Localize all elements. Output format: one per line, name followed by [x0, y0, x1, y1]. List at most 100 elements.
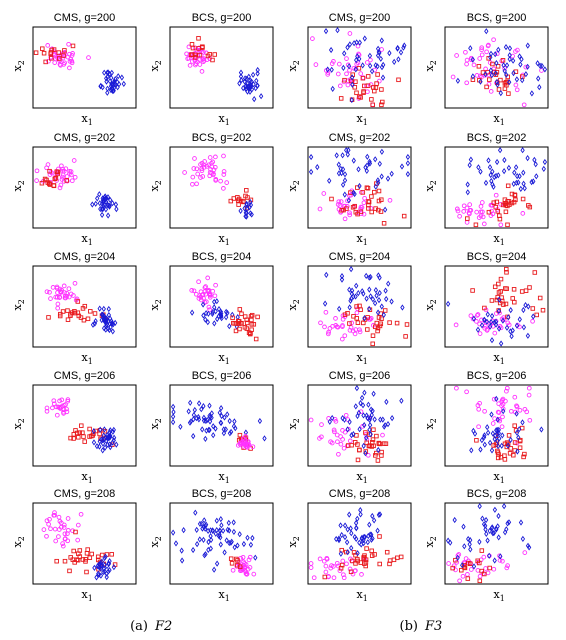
- blue-diamond-point: [471, 563, 477, 570]
- red-square-point: [512, 299, 517, 305]
- red-square-point: [375, 72, 380, 77]
- blue-diamond-point: [357, 539, 362, 546]
- blue-diamond-point: [488, 67, 494, 74]
- magenta-circle-point: [54, 412, 60, 418]
- magenta-circle-point: [323, 309, 329, 315]
- red-square-point: [249, 312, 255, 318]
- blue-diamond-point: [351, 189, 356, 196]
- blue-diamond-point: [448, 539, 453, 546]
- red-square-point: [496, 281, 501, 287]
- red-square-point: [76, 435, 81, 440]
- magenta-circle-point: [55, 404, 61, 410]
- blue-diamond-point: [206, 426, 211, 433]
- blue-diamond-point: [179, 547, 184, 554]
- magenta-circle-point: [72, 174, 78, 180]
- red-square-point: [42, 176, 48, 182]
- magenta-circle-point: [86, 55, 91, 60]
- blue-diamond-point: [514, 429, 520, 436]
- blue-diamond-point: [502, 529, 508, 536]
- magenta-circle-point: [59, 177, 65, 182]
- red-square-point: [71, 548, 76, 554]
- magenta-circle-point: [504, 388, 509, 394]
- data-points: [170, 399, 267, 451]
- blue-diamond-point: [107, 441, 112, 448]
- blue-diamond-point: [250, 534, 255, 542]
- data-points: [310, 27, 407, 108]
- red-square-point: [55, 171, 60, 177]
- blue-diamond-point: [171, 408, 176, 416]
- magenta-circle-point: [513, 49, 518, 54]
- red-square-point: [74, 557, 80, 562]
- blue-diamond-point: [342, 191, 347, 198]
- red-square-point: [73, 529, 78, 535]
- red-square-point: [347, 321, 352, 326]
- blue-diamond-point: [218, 516, 223, 523]
- blue-diamond-point: [100, 447, 105, 454]
- magenta-circle-point: [243, 434, 248, 439]
- blue-diamond-point: [352, 533, 357, 541]
- data-points: [308, 147, 411, 226]
- blue-diamond-point: [356, 409, 362, 416]
- blue-diamond-point: [212, 304, 217, 311]
- red-square-point: [354, 316, 359, 321]
- blue-diamond-point: [116, 73, 121, 80]
- blue-diamond-point: [359, 394, 365, 401]
- magenta-circle-point: [64, 290, 70, 296]
- magenta-circle-point: [213, 282, 218, 288]
- blue-diamond-point: [91, 428, 96, 435]
- x-axis-label: x1: [219, 588, 230, 603]
- blue-diamond-point: [381, 311, 386, 318]
- red-square-point: [51, 183, 57, 188]
- blue-diamond-point: [205, 527, 211, 534]
- panel-title: BCS, g=202: [467, 132, 527, 144]
- magenta-circle-point: [213, 178, 219, 183]
- magenta-circle-point: [60, 541, 65, 546]
- blue-diamond-point: [101, 569, 106, 576]
- blue-diamond-point: [351, 40, 357, 47]
- blue-diamond-point: [90, 321, 96, 328]
- magenta-circle-point: [58, 62, 63, 68]
- magenta-circle-point: [526, 392, 532, 398]
- magenta-circle-point: [494, 311, 499, 316]
- blue-diamond-point: [98, 572, 104, 579]
- scatter-panel: BCS, g=202 x1 x2: [423, 132, 549, 247]
- blue-diamond-point: [367, 62, 373, 69]
- panel-title: BCS, g=206: [467, 370, 527, 382]
- red-square-point: [53, 175, 59, 181]
- x-axis-label: x1: [494, 112, 505, 127]
- magenta-circle-point: [207, 307, 212, 313]
- blue-diamond-point: [170, 529, 176, 536]
- magenta-circle-point: [523, 64, 529, 70]
- blue-diamond-point: [188, 399, 193, 406]
- plot-frame: [307, 265, 412, 348]
- magenta-circle-point: [471, 62, 477, 68]
- panel-title: BCS, g=206: [192, 370, 252, 382]
- blue-diamond-point: [211, 423, 216, 430]
- blue-diamond-point: [102, 426, 107, 433]
- magenta-circle-point: [205, 288, 211, 294]
- blue-diamond-point: [257, 417, 263, 425]
- red-square-point: [378, 321, 384, 327]
- magenta-circle-point: [51, 398, 57, 404]
- blue-diamond-point: [512, 169, 517, 176]
- red-square-point: [492, 284, 498, 290]
- blue-diamond-point: [367, 521, 372, 528]
- magenta-circle-point: [455, 553, 461, 558]
- blue-diamond-point: [221, 430, 227, 437]
- blue-diamond-point: [214, 517, 219, 524]
- blue-diamond-point: [389, 298, 394, 305]
- red-square-point: [49, 56, 54, 61]
- magenta-circle-point: [190, 181, 195, 187]
- blue-diamond-point: [104, 574, 109, 581]
- magenta-circle-point: [221, 169, 227, 174]
- blue-diamond-point: [208, 545, 213, 552]
- blue-diamond-point: [507, 79, 512, 86]
- magenta-circle-point: [44, 518, 50, 524]
- blue-diamond-point: [107, 567, 112, 574]
- red-square-point: [56, 50, 62, 55]
- magenta-circle-point: [198, 162, 203, 167]
- red-square-point: [228, 556, 234, 561]
- red-square-point: [350, 205, 356, 210]
- magenta-circle-point: [480, 214, 486, 220]
- red-square-point: [511, 199, 517, 205]
